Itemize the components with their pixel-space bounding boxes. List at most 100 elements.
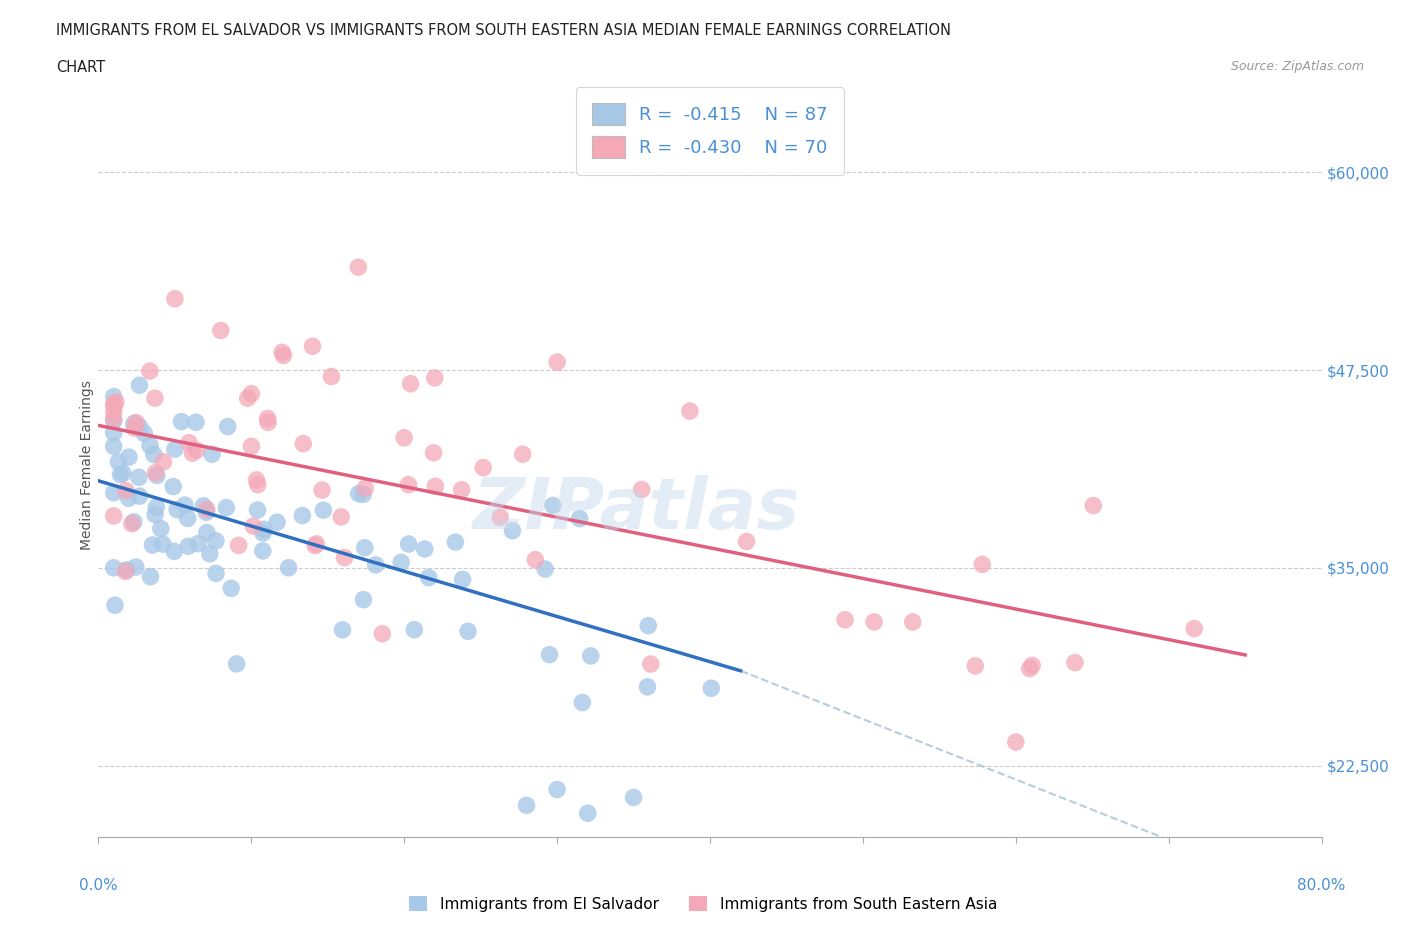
Point xyxy=(209,323,232,338)
Point xyxy=(125,415,148,430)
Point xyxy=(700,681,723,696)
Point xyxy=(444,535,467,550)
Point xyxy=(145,465,167,480)
Point xyxy=(834,612,856,627)
Point xyxy=(205,534,228,549)
Point xyxy=(1004,735,1026,750)
Legend: R =  -0.415    N = 87, R =  -0.430    N = 70: R = -0.415 N = 87, R = -0.430 N = 70 xyxy=(576,87,844,175)
Point xyxy=(177,435,200,450)
Point xyxy=(404,622,426,637)
Point xyxy=(205,566,228,581)
Point xyxy=(333,551,356,565)
Point xyxy=(364,557,387,572)
Point xyxy=(623,790,645,804)
Y-axis label: Median Female Earnings: Median Female Earnings xyxy=(80,380,94,550)
Point xyxy=(863,615,886,630)
Point xyxy=(152,537,174,551)
Point xyxy=(145,499,167,514)
Point xyxy=(163,544,186,559)
Point xyxy=(103,397,125,412)
Point xyxy=(352,487,374,502)
Point xyxy=(174,498,197,512)
Point xyxy=(266,514,288,529)
Point xyxy=(305,537,328,551)
Point xyxy=(103,399,125,414)
Point xyxy=(330,510,353,525)
Point xyxy=(579,648,602,663)
Point xyxy=(240,386,263,401)
Point xyxy=(215,500,238,515)
Point xyxy=(546,782,568,797)
Point xyxy=(103,485,125,500)
Point xyxy=(425,479,447,494)
Point xyxy=(546,354,568,369)
Text: 0.0%: 0.0% xyxy=(79,878,118,893)
Point xyxy=(124,420,146,435)
Point xyxy=(139,364,162,379)
Point xyxy=(219,581,242,596)
Point xyxy=(104,598,127,613)
Point xyxy=(256,411,278,426)
Point xyxy=(301,339,323,353)
Point xyxy=(128,378,150,392)
Point xyxy=(399,377,422,392)
Point xyxy=(128,470,150,485)
Point xyxy=(246,477,269,492)
Point xyxy=(162,479,184,494)
Point xyxy=(332,622,354,637)
Point xyxy=(252,525,274,540)
Point xyxy=(640,657,662,671)
Point xyxy=(735,534,758,549)
Point xyxy=(146,468,169,483)
Point xyxy=(501,524,523,538)
Point xyxy=(163,442,186,457)
Point xyxy=(637,680,659,695)
Point xyxy=(170,414,193,429)
Point xyxy=(1021,658,1043,673)
Point xyxy=(115,484,138,498)
Point xyxy=(122,514,145,529)
Point xyxy=(637,618,659,633)
Text: CHART: CHART xyxy=(56,60,105,75)
Point xyxy=(418,570,440,585)
Point xyxy=(240,439,263,454)
Point xyxy=(1182,621,1205,636)
Point xyxy=(1018,661,1040,676)
Point xyxy=(184,415,207,430)
Point xyxy=(271,345,294,360)
Point xyxy=(457,624,479,639)
Point xyxy=(353,592,375,607)
Point xyxy=(181,445,204,460)
Point xyxy=(103,389,125,404)
Point xyxy=(115,563,138,578)
Point xyxy=(104,394,127,409)
Point xyxy=(398,537,420,551)
Point xyxy=(354,481,377,496)
Point xyxy=(195,505,218,520)
Point xyxy=(413,541,436,556)
Point xyxy=(321,369,343,384)
Point xyxy=(353,540,375,555)
Point xyxy=(253,522,276,537)
Point xyxy=(193,498,215,513)
Point xyxy=(141,538,163,552)
Point xyxy=(972,557,994,572)
Point xyxy=(128,419,150,434)
Point xyxy=(103,561,125,576)
Point xyxy=(516,798,538,813)
Point xyxy=(217,419,239,434)
Point xyxy=(195,502,218,517)
Point xyxy=(139,569,162,584)
Point xyxy=(111,466,134,481)
Point xyxy=(143,507,166,522)
Point xyxy=(125,560,148,575)
Point xyxy=(901,615,924,630)
Point xyxy=(389,555,412,570)
Point xyxy=(110,467,132,482)
Point xyxy=(121,516,143,531)
Point xyxy=(489,510,512,525)
Point xyxy=(246,502,269,517)
Point xyxy=(166,502,188,517)
Point xyxy=(118,449,141,464)
Point xyxy=(571,695,593,710)
